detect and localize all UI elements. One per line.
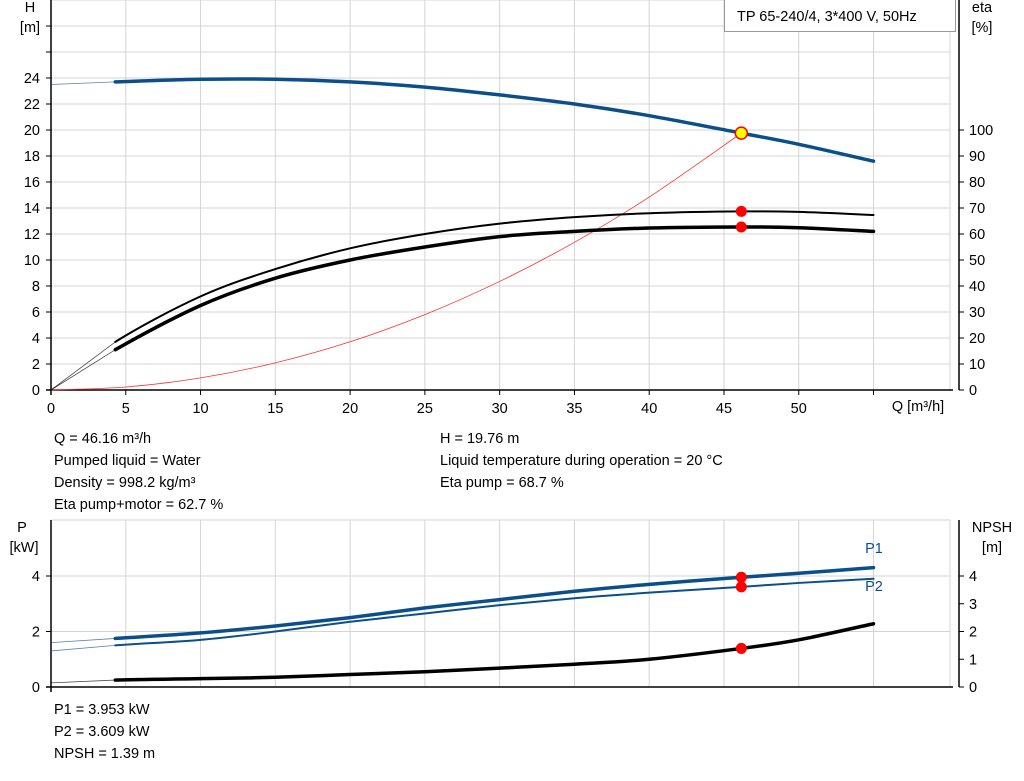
p2-series-label: P2 (865, 579, 883, 595)
p-axis-unit: [kW] (9, 540, 39, 556)
p1-series-label: P1 (865, 541, 883, 557)
info-flow: Q = 46.16 m³/h (54, 431, 152, 447)
eta-tick-label: 70 (969, 201, 985, 217)
q-tick-label: 15 (267, 401, 283, 417)
q-tick-label: 35 (566, 401, 582, 417)
h-tick-label: 4 (32, 331, 40, 347)
npsh-duty-marker (735, 642, 747, 654)
q-tick-label: 10 (192, 401, 208, 417)
h-tick-label: 14 (24, 201, 40, 217)
npsh-tick-label: 2 (969, 625, 977, 641)
h-tick-label: 0 (32, 383, 40, 399)
eta-tick-label: 90 (969, 149, 985, 165)
p-axis-name: P (17, 520, 27, 536)
eta-pump-curve (114, 210, 875, 343)
p2-curve-extension (50, 644, 116, 652)
eta-axis-unit: [%] (971, 20, 993, 36)
npsh-tick-label: 4 (969, 569, 977, 585)
h-tick-label: 16 (24, 175, 40, 191)
npsh-axis-name: NPSH (971, 520, 1013, 536)
info-p2: P2 = 3.609 kW (54, 724, 150, 740)
duty-point-marker (734, 126, 749, 140)
p-tick-label: 0 (32, 680, 40, 696)
q-tick-label: 25 (417, 401, 433, 417)
eta-tick-label: 20 (969, 331, 985, 347)
h-axis-unit: [m] (19, 20, 41, 36)
npsh-tick-label: 1 (969, 652, 977, 668)
h-tick-label: 20 (24, 123, 40, 139)
npsh-curve (113, 621, 876, 682)
eta-tick-label: 80 (969, 175, 985, 191)
h-tick-label: 2 (32, 357, 40, 373)
q-tick-label: 30 (492, 401, 508, 417)
h-tick-label: 24 (24, 71, 40, 87)
h-tick-label: 6 (32, 305, 40, 321)
info-eta-pump-motor: Eta pump+motor = 62.7 % (54, 497, 224, 513)
p1-duty-marker (735, 571, 747, 583)
h-tick-label: 22 (24, 97, 40, 113)
eta-tick-label: 60 (969, 227, 985, 243)
h-tick-label: 10 (24, 253, 40, 269)
p2-duty-marker (735, 581, 747, 593)
eta-tick-label: 50 (969, 253, 985, 269)
p-tick-label: 4 (32, 569, 40, 585)
eta-pump-motor-curve (113, 225, 876, 352)
pump-title-box: TP 65-240/4, 3*400 V, 50Hz (724, 0, 956, 32)
eta-axis-name: eta (971, 0, 993, 16)
h-tick-label: 12 (24, 227, 40, 243)
q-tick-label: 0 (47, 401, 55, 417)
npsh-tick-label: 0 (969, 680, 977, 696)
info-temperature: Liquid temperature during operation = 20… (440, 453, 723, 469)
info-liquid: Pumped liquid = Water (54, 453, 201, 469)
p-tick-label: 2 (32, 625, 40, 641)
p1-curve-extension (50, 638, 116, 643)
npsh-axis-unit: [m] (981, 540, 1003, 556)
info-head: H = 19.76 m (440, 431, 520, 447)
head-curve-extension (50, 81, 116, 85)
eta-tick-label: 0 (969, 383, 977, 399)
q-tick-label: 5 (122, 401, 130, 417)
h-tick-label: 18 (24, 149, 40, 165)
q-tick-label: 40 (641, 401, 657, 417)
system-curve (50, 132, 742, 391)
eta-pump-motor-curve-extension (50, 349, 116, 391)
q-tick-label: 20 (342, 401, 358, 417)
p2-curve (114, 577, 875, 647)
eta-tick-label: 100 (969, 123, 993, 139)
q-tick-label: 50 (791, 401, 807, 417)
head-curve (113, 77, 876, 163)
eta-tick-label: 40 (969, 279, 985, 295)
eta-pump-duty-marker (735, 205, 747, 217)
q-tick-label: 45 (716, 401, 732, 417)
info-p1: P1 = 3.953 kW (54, 702, 150, 718)
eta-tick-label: 30 (969, 305, 985, 321)
npsh-curve-extension (50, 679, 116, 684)
eta-pump-motor-duty-marker (735, 221, 747, 233)
eta-tick-label: 10 (969, 357, 985, 373)
info-density: Density = 998.2 kg/m³ (54, 475, 196, 491)
info-eta-pump: Eta pump = 68.7 % (440, 475, 564, 491)
npsh-tick-label: 3 (969, 597, 977, 613)
info-npsh: NPSH = 1.39 m (54, 746, 156, 762)
eta-pump-curve-extension (50, 341, 116, 391)
q-axis-label: Q [m³/h] (891, 399, 945, 415)
p1-curve (113, 565, 876, 641)
h-tick-label: 8 (32, 279, 40, 295)
h-axis-name: H (24, 0, 36, 16)
